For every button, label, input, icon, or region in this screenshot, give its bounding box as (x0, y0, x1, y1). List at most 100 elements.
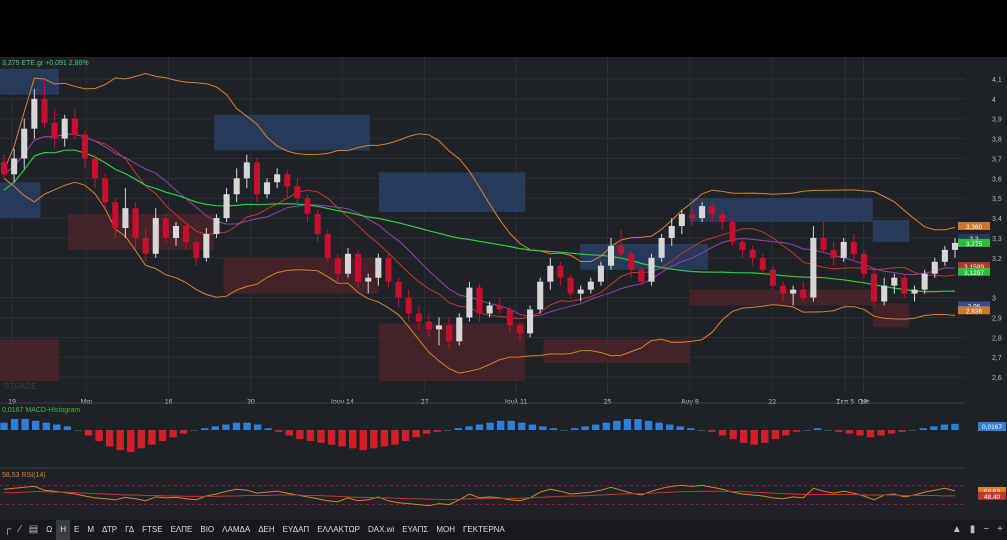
toolbar-symbol-10[interactable]: ΔΕΗ (258, 525, 275, 534)
candle-body (415, 313, 422, 322)
macd-bar (127, 430, 135, 452)
resistance-zone (378, 172, 526, 213)
toolbar-symbol-9[interactable]: ΛΑΜΔΑ (222, 525, 251, 534)
macd-bar (824, 430, 832, 431)
macd-bar (116, 430, 124, 451)
toolbar-symbol-1[interactable]: Η (56, 520, 70, 540)
candle-body (375, 257, 382, 278)
svg-text:3,1589: 3,1589 (964, 264, 984, 271)
candle-body (951, 242, 959, 250)
toolbar-symbol-11[interactable]: ΕΥΔΑΠ (282, 525, 310, 534)
macd-bar (232, 422, 241, 430)
macd-bar (919, 428, 927, 430)
toolbar-symbol-5[interactable]: ΓΔ (125, 525, 135, 534)
toolbar-symbol-16[interactable]: ΓΕΚΤΕΡΝΑ (463, 525, 505, 534)
chart-type-icon[interactable]: ▲ (951, 524, 962, 535)
toolbar-symbol-6[interactable]: FTSE (142, 525, 163, 534)
candle-body (344, 253, 352, 274)
candle-body (850, 241, 857, 254)
bar-chart-icon[interactable]: ▮ (969, 524, 976, 535)
macd-bar (105, 430, 114, 447)
candle-body (11, 158, 18, 175)
y-tick-label: 3,3 (992, 236, 1002, 243)
candle-body (840, 241, 847, 258)
candle-body (901, 277, 908, 294)
macd-bar (750, 430, 758, 445)
macd-bar (243, 422, 251, 430)
candle-body (223, 194, 230, 219)
macd-bar (412, 430, 420, 438)
candle-body (628, 253, 635, 270)
macd-bar (169, 430, 177, 438)
draw-tool-icon[interactable]: ┌ (4, 524, 12, 535)
resistance-zone (580, 243, 709, 270)
macd-bar (539, 426, 547, 430)
chart-area[interactable]: 4,1 4 3,9 3,8 3,7 3,6 3,5 3,4 3,3 3,2 3 2,9 2,8 2,7 2,… (0, 57, 1007, 520)
toolbar-symbol-15[interactable]: ΜΟΗ (436, 525, 456, 534)
macd-bar (454, 428, 463, 430)
macd-bar (465, 426, 473, 430)
candle-body (577, 289, 584, 294)
price-tag: 3,360 (958, 222, 990, 231)
chart-svg[interactable]: 4,1 4 3,9 3,8 3,7 3,6 3,5 3,4 3,3 3,2 3 2,9 2,8 2,7 2,… (0, 57, 1007, 520)
macd-bar (158, 430, 167, 441)
toolbar-symbol-0[interactable]: Ω (46, 525, 53, 534)
candle-body (739, 241, 746, 250)
macd-bar (909, 430, 917, 431)
toolbar-symbol-2[interactable]: Ε (73, 525, 80, 534)
zoom-in-icon[interactable]: + (997, 524, 1003, 535)
support-zone (68, 214, 215, 250)
macd-bar (655, 422, 663, 430)
macd-bar (792, 430, 801, 432)
support-zone (872, 303, 910, 328)
macd-bar (317, 430, 325, 443)
macd-bar (676, 426, 684, 430)
candle-body (921, 273, 928, 290)
toolbar-symbol-8[interactable]: ΒΙΟ (200, 525, 215, 534)
macd-bar (338, 430, 346, 447)
line-tool-icon[interactable]: ⁄ (19, 524, 21, 535)
rsi-label: 58,53 RSI(14) (2, 472, 46, 479)
candle-body (324, 233, 331, 258)
candle-body (172, 226, 180, 238)
macd-tag: 0,0167 (978, 422, 1006, 431)
toolbar-symbol-3[interactable]: Μ (87, 525, 94, 534)
macd-bar (95, 430, 103, 441)
macd-bar (940, 424, 949, 430)
candle-body (61, 118, 68, 139)
candle-body (941, 249, 948, 262)
candle-body (0, 162, 8, 175)
toolbar-symbol-4[interactable]: ΔΤΡ (102, 525, 118, 534)
candle-body (142, 237, 149, 254)
macd-bar (592, 424, 600, 430)
zoom-out-icon[interactable]: − (983, 524, 990, 535)
toolbar-symbol-12[interactable]: ΕΛΛΑΚΤΩΡ (317, 525, 360, 534)
macd-bar (475, 424, 484, 430)
candle-body (284, 174, 291, 187)
candle-body (668, 226, 675, 238)
macd-bar (930, 426, 938, 430)
candle-body (253, 162, 260, 195)
toolbar-symbol-14[interactable]: ΕΥΑΠΣ (402, 525, 429, 534)
y-tick-label: 3,5 (992, 196, 1002, 203)
candle-body (567, 277, 574, 294)
candle-body (92, 158, 99, 179)
macd-bar (433, 430, 441, 432)
grid-layout-icon[interactable]: ▤ (28, 524, 39, 535)
candle-body (891, 277, 898, 286)
resistance-zone (0, 69, 59, 95)
candle-body (31, 98, 38, 129)
candle-body (395, 281, 402, 298)
toolbar-symbol-7[interactable]: ΕΛΠΕ (170, 525, 193, 534)
candle-body (203, 233, 210, 258)
svg-text:48,40: 48,40 (984, 494, 1001, 501)
y-tick-label: 2,8 (992, 335, 1002, 342)
candle-body (678, 214, 685, 227)
candle-body (749, 249, 756, 258)
toolbar-symbol-13[interactable]: DAX.wi (367, 525, 395, 534)
svg-text:2,936: 2,936 (966, 308, 983, 315)
macd-bar (644, 420, 653, 430)
candle-body (820, 237, 827, 250)
candle-body (516, 325, 524, 334)
candle-body (41, 98, 48, 123)
